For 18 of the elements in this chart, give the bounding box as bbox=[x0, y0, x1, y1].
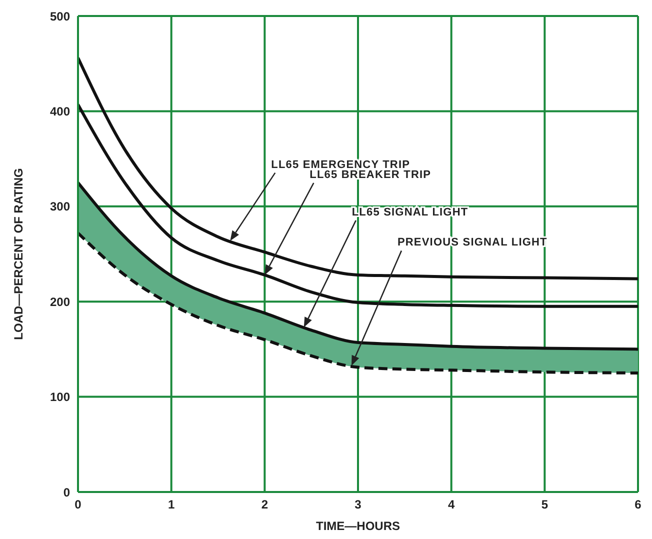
line-series bbox=[78, 232, 638, 374]
y-tick-label: 300 bbox=[50, 200, 70, 214]
line-series bbox=[78, 103, 638, 308]
x-tick-label: 5 bbox=[541, 498, 548, 512]
y-tick-label: 400 bbox=[50, 104, 70, 118]
x-tick-label: 1 bbox=[168, 498, 175, 512]
y-tick-label: 0 bbox=[63, 485, 70, 500]
x-tick-label: 3 bbox=[354, 498, 362, 512]
x-axis-title: TIME—HOURS bbox=[316, 519, 400, 533]
x-tick-label: 4 bbox=[448, 498, 455, 512]
x-tick-label: 6 bbox=[634, 498, 642, 512]
x-tick-label: 0 bbox=[74, 498, 82, 512]
y-axis-title: LOAD—PERCENT OF RATING bbox=[11, 168, 26, 340]
line-series bbox=[78, 56, 638, 280]
y-tick-label: 200 bbox=[50, 294, 70, 309]
x-tick-label: 2 bbox=[261, 498, 268, 512]
y-tick-label: 500 bbox=[50, 9, 70, 24]
y-tick-label: 100 bbox=[50, 390, 70, 404]
